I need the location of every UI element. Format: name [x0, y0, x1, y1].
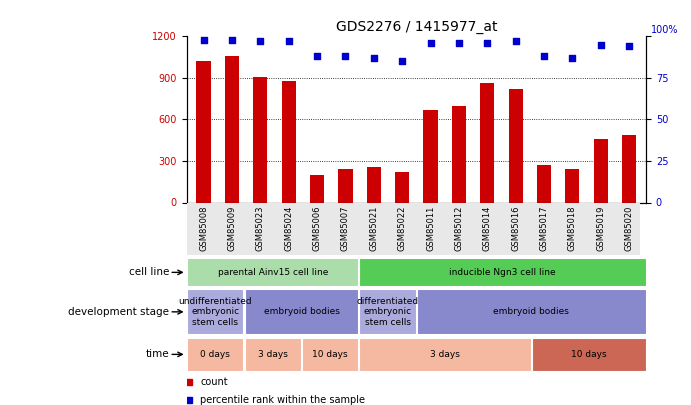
- Point: [482, 40, 493, 46]
- Point: [368, 55, 379, 61]
- Text: embryoid bodies: embryoid bodies: [263, 307, 339, 316]
- FancyBboxPatch shape: [245, 338, 301, 371]
- Point: [453, 40, 464, 46]
- Text: 3 days: 3 days: [258, 350, 287, 359]
- FancyBboxPatch shape: [359, 338, 531, 371]
- Bar: [594, 139, 608, 202]
- Text: 3 days: 3 days: [430, 350, 460, 359]
- Point: [510, 38, 521, 45]
- Point: [283, 38, 294, 45]
- FancyBboxPatch shape: [302, 338, 359, 371]
- Text: GSM85021: GSM85021: [369, 205, 378, 251]
- Point: [623, 43, 634, 50]
- Text: GSM85007: GSM85007: [341, 205, 350, 251]
- Point: [312, 53, 323, 60]
- Bar: [367, 166, 381, 202]
- Bar: [565, 169, 580, 202]
- Text: GSM85022: GSM85022: [397, 205, 406, 251]
- FancyBboxPatch shape: [359, 258, 645, 286]
- Bar: [196, 61, 211, 202]
- Text: 100%: 100%: [651, 25, 678, 35]
- Bar: [282, 81, 296, 202]
- Text: GSM85014: GSM85014: [483, 205, 492, 251]
- Text: GSM85017: GSM85017: [540, 205, 549, 251]
- Point: [538, 53, 549, 60]
- Point: [340, 53, 351, 60]
- Text: GSM85009: GSM85009: [227, 205, 236, 251]
- Text: parental Ainv15 cell line: parental Ainv15 cell line: [218, 268, 328, 277]
- Bar: [253, 77, 267, 202]
- Point: [567, 55, 578, 61]
- FancyBboxPatch shape: [417, 290, 645, 334]
- Bar: [339, 169, 352, 202]
- Point: [227, 36, 238, 43]
- Title: GDS2276 / 1415977_at: GDS2276 / 1415977_at: [336, 20, 497, 34]
- Text: percentile rank within the sample: percentile rank within the sample: [200, 395, 366, 405]
- Text: time: time: [146, 350, 169, 359]
- Point: [255, 38, 266, 45]
- Bar: [424, 110, 437, 202]
- Text: GSM85020: GSM85020: [625, 205, 634, 251]
- Text: GSM85006: GSM85006: [312, 205, 321, 251]
- Text: 10 days: 10 days: [312, 350, 348, 359]
- FancyBboxPatch shape: [187, 338, 243, 371]
- Bar: [509, 89, 522, 202]
- Point: [595, 42, 606, 48]
- Text: count: count: [200, 377, 228, 387]
- Text: development stage: development stage: [68, 307, 169, 317]
- Text: embryoid bodies: embryoid bodies: [493, 307, 569, 316]
- FancyBboxPatch shape: [187, 258, 359, 286]
- Bar: [395, 172, 409, 202]
- FancyBboxPatch shape: [187, 290, 243, 334]
- Text: GSM85024: GSM85024: [284, 205, 293, 251]
- FancyBboxPatch shape: [359, 290, 416, 334]
- Text: GSM85016: GSM85016: [511, 205, 520, 251]
- Text: undifferentiated
embryonic
stem cells: undifferentiated embryonic stem cells: [178, 297, 252, 327]
- Text: GSM85011: GSM85011: [426, 205, 435, 251]
- Point: [198, 36, 209, 43]
- Point: [397, 58, 408, 64]
- Point: [425, 40, 436, 46]
- Text: cell line: cell line: [129, 267, 169, 277]
- Bar: [537, 165, 551, 202]
- Text: GSM85012: GSM85012: [455, 205, 464, 251]
- FancyBboxPatch shape: [245, 290, 359, 334]
- Text: GSM85008: GSM85008: [199, 205, 208, 251]
- Text: inducible Ngn3 cell line: inducible Ngn3 cell line: [449, 268, 556, 277]
- Bar: [225, 56, 239, 202]
- Text: differentiated
embryonic
stem cells: differentiated embryonic stem cells: [357, 297, 419, 327]
- Text: GSM85019: GSM85019: [596, 205, 605, 251]
- FancyBboxPatch shape: [532, 338, 645, 371]
- Text: 0 days: 0 days: [200, 350, 230, 359]
- Bar: [310, 175, 324, 202]
- Bar: [452, 106, 466, 202]
- Bar: [480, 83, 494, 202]
- Text: GSM85023: GSM85023: [256, 205, 265, 251]
- Bar: [622, 135, 636, 202]
- Text: GSM85018: GSM85018: [568, 205, 577, 251]
- Text: 10 days: 10 days: [571, 350, 607, 359]
